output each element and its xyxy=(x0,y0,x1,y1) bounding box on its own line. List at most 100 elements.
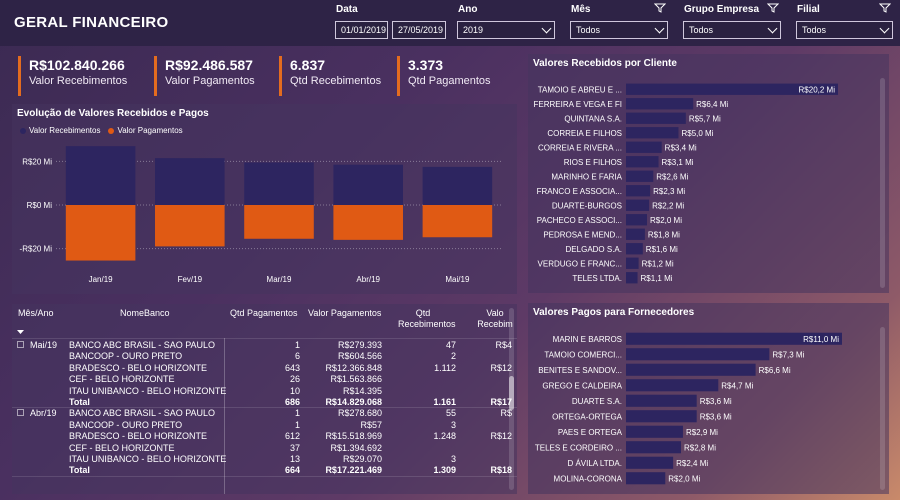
bar-recebimentos[interactable] xyxy=(244,162,314,205)
qtd-recebimentos-cell: 47 xyxy=(445,340,456,350)
bank-name: ITAU UNIBANCO - BELO HORIZONTE xyxy=(69,454,227,464)
month-label: Abr/19 xyxy=(30,408,57,419)
category-bar[interactable] xyxy=(626,228,645,240)
bar-recebimentos[interactable] xyxy=(333,164,403,205)
filter-icon[interactable] xyxy=(767,3,779,13)
total-qtd-recebimentos: 1.309 xyxy=(433,465,456,476)
bank-name: BRADESCO - BELO HORIZONTE xyxy=(69,362,208,373)
category-bar[interactable] xyxy=(626,243,643,255)
category-bar[interactable] xyxy=(626,214,647,226)
valor-pagamentos-cell: R$604.566 xyxy=(337,351,382,362)
category-bar[interactable] xyxy=(626,394,697,407)
category-bar[interactable] xyxy=(626,83,838,95)
kpi-value: R$102.840.266 xyxy=(29,57,125,73)
total-label: Total xyxy=(69,465,90,476)
column-header-valor-pagamentos[interactable]: Valor Pagamentos xyxy=(308,308,382,318)
bar-recebimentos[interactable] xyxy=(422,166,493,205)
filter-label-ano: Ano xyxy=(458,4,478,15)
category-bar[interactable] xyxy=(626,112,686,124)
valor-pagamentos-cell: R$12.366.848 xyxy=(325,362,382,373)
bar-pagamentos[interactable] xyxy=(244,205,314,239)
qtd-pagamentos-cell: 6 xyxy=(294,351,300,362)
bar-pagamentos[interactable] xyxy=(422,205,493,238)
data-label: R$1,1 Mi xyxy=(641,274,673,283)
data-label: R$5,7 Mi xyxy=(689,114,721,123)
collapse-toggle-icon[interactable] xyxy=(17,341,24,348)
bar-pagamentos[interactable] xyxy=(155,205,225,247)
date-end-input[interactable]: 27/05/2019 xyxy=(392,21,446,39)
column-header-qtd-recebimentos[interactable]: Qtd Recebimentos xyxy=(398,308,456,329)
total-qtd-pagamentos: 664 xyxy=(284,465,300,476)
legend-item-recebimentos[interactable]: Valor Recebimentos xyxy=(20,126,100,135)
legend-label: Valor Recebimentos xyxy=(29,126,101,135)
category-bar[interactable] xyxy=(626,456,674,469)
suppliers-chart-panel: Valores Pagos para Fornecedores MARIN E … xyxy=(528,303,889,494)
ano-dropdown[interactable]: 2019 xyxy=(457,21,555,39)
table-scrollbar-thumb[interactable] xyxy=(509,376,514,410)
bar-recebimentos[interactable] xyxy=(155,158,225,205)
category-bar[interactable] xyxy=(626,98,694,110)
mes-value: Todos xyxy=(576,25,601,35)
category-bar[interactable] xyxy=(626,363,756,376)
category-bar[interactable] xyxy=(626,272,638,284)
category-bar[interactable] xyxy=(626,441,681,454)
data-label: R$2,9 Mi xyxy=(686,428,718,437)
kpi-label: Valor Recebimentos xyxy=(29,75,128,87)
kpi-strip: R$102.840.266 Valor Recebimentos R$92.48… xyxy=(12,56,520,98)
category-bar[interactable] xyxy=(626,156,659,168)
category-bar[interactable] xyxy=(626,410,697,423)
category-label: RIOS E FILHOS xyxy=(564,158,622,167)
page-title: GERAL FINANCEIRO xyxy=(14,14,169,31)
sort-desc-icon[interactable] xyxy=(17,330,25,335)
qtd-recebimentos-cell: 1.112 xyxy=(434,362,456,373)
category-label: CORREIA E RIVERA ... xyxy=(538,143,622,152)
legend-item-pagamentos[interactable]: Valor Pagamentos xyxy=(108,126,183,135)
clients-scrollbar[interactable] xyxy=(880,78,885,288)
x-tick-label: Mar/19 xyxy=(267,275,292,284)
filter-icon[interactable] xyxy=(879,3,891,13)
column-header-mes-ano[interactable]: Mês/Ano xyxy=(18,308,54,318)
suppliers-scrollbar[interactable] xyxy=(880,327,885,490)
data-label: R$3,6 Mi xyxy=(700,397,732,406)
grupo-dropdown[interactable]: Todos xyxy=(683,21,781,39)
suppliers-bar-chart: MARIN E BARROS R$11,0 Mi TAMOIO COMERCI...… xyxy=(535,332,842,485)
group-divider xyxy=(12,407,517,409)
category-label: TAMOIO E ABREU E ... xyxy=(538,85,622,94)
category-label: PEDROSA E MEND... xyxy=(543,230,622,239)
category-bar[interactable] xyxy=(626,141,662,153)
category-bar[interactable] xyxy=(626,199,650,211)
collapse-toggle-icon[interactable] xyxy=(17,409,24,417)
qtd-recebimentos-cell: 3 xyxy=(450,419,456,430)
bank-name: BANCO ABC BRASIL - SAO PAULO xyxy=(69,340,216,350)
filter-icon[interactable] xyxy=(654,3,666,13)
filial-dropdown[interactable]: Todos xyxy=(796,21,893,39)
valor-pagamentos-cell: R$14.395 xyxy=(342,385,382,396)
category-bar[interactable] xyxy=(626,127,679,139)
bar-recebimentos[interactable] xyxy=(65,146,136,205)
category-bar[interactable] xyxy=(626,425,683,438)
column-header-valor-recebimentos[interactable]: Valo Recebim xyxy=(477,308,513,329)
x-tick-label: Abr/19 xyxy=(356,275,380,284)
category-label: MARIN E BARROS xyxy=(553,335,622,344)
mes-dropdown[interactable]: Todos xyxy=(570,21,668,39)
x-tick-label: Jan/19 xyxy=(89,275,114,284)
total-valor-recebimentos: R$17 xyxy=(490,397,512,407)
date-start-input[interactable]: 01/01/2019 xyxy=(335,21,388,39)
bar-pagamentos[interactable] xyxy=(333,205,403,240)
category-bar[interactable] xyxy=(626,332,842,345)
legend-swatch xyxy=(108,127,115,134)
y-tick-label: R$0 Mi xyxy=(27,201,53,210)
category-bar[interactable] xyxy=(626,170,654,182)
category-bar[interactable] xyxy=(626,257,639,269)
category-bar[interactable] xyxy=(626,379,719,392)
column-header-qtd-pagamentos[interactable]: Qtd Pagamentos xyxy=(230,308,298,318)
qtd-pagamentos-cell: 1 xyxy=(294,408,300,419)
bar-pagamentos[interactable] xyxy=(65,205,136,261)
category-bar[interactable] xyxy=(626,185,651,197)
column-header-nome-banco[interactable]: NomeBanco xyxy=(120,308,170,318)
data-label: R$7,3 Mi xyxy=(772,350,804,359)
category-bar[interactable] xyxy=(626,472,666,485)
clients-bar-chart: TAMOIO E ABREU E ... R$20,2 Mi FERREIRA E … xyxy=(534,83,838,284)
qtd-recebimentos-cell: 3 xyxy=(450,454,456,464)
category-bar[interactable] xyxy=(626,348,770,361)
